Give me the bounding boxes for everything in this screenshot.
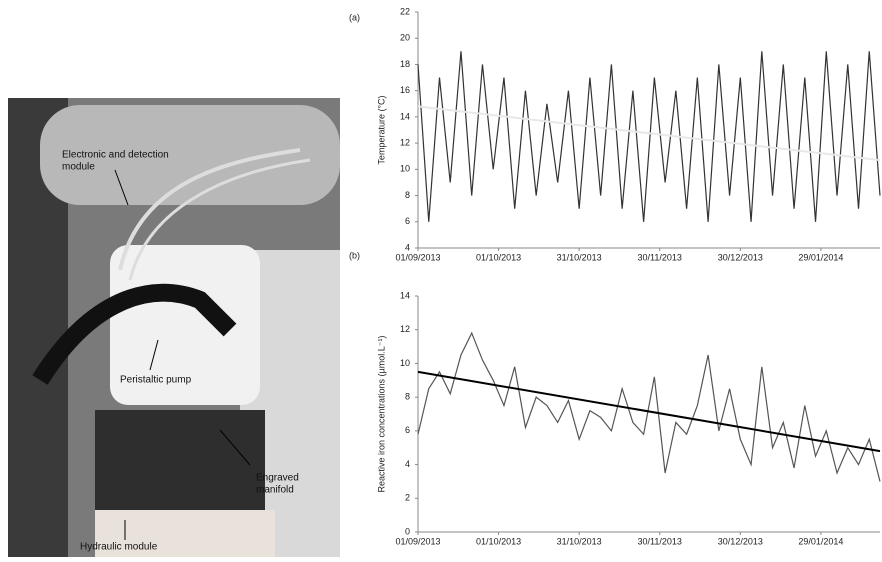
photo-pointer	[114, 169, 129, 206]
y-tick-label: 14	[400, 290, 410, 300]
y-tick-label: 0	[405, 526, 410, 536]
y-tick-label: 22	[400, 6, 410, 16]
photo-label: Hydraulic module	[80, 542, 158, 553]
x-tick-label: 29/01/2014	[798, 252, 843, 262]
trend-line	[417, 105, 881, 162]
panel-label: (b)	[349, 250, 360, 260]
x-tick-label: 01/09/2013	[395, 252, 440, 262]
x-tick-label: 30/11/2013	[638, 536, 682, 546]
y-tick-label: 18	[400, 59, 410, 69]
y-tick-label: 20	[400, 33, 410, 43]
photo-manifold	[95, 410, 265, 520]
data-line	[417, 51, 881, 222]
x-tick-label: 01/09/2013	[395, 536, 440, 546]
x-tick-label: 31/10/2013	[557, 252, 602, 262]
y-tick-label: 4	[405, 459, 410, 469]
x-tick-label: 01/10/2013	[476, 536, 521, 546]
x-tick-label: 01/10/2013	[476, 252, 521, 262]
photo-cable	[32, 283, 237, 385]
y-tick-label: 10	[400, 164, 410, 174]
y-tick-label: 14	[400, 111, 410, 121]
data-line	[417, 331, 881, 482]
y-tick-label: 16	[400, 85, 410, 95]
y-tick-label: 2	[405, 493, 410, 503]
trend-line	[417, 370, 881, 453]
photo-pointer	[219, 429, 251, 466]
y-tick-label: 8	[405, 392, 410, 402]
photo-tube	[118, 148, 301, 271]
y-tick-label: 6	[405, 216, 410, 226]
photo-label: module	[62, 162, 95, 173]
photo-pointer	[149, 339, 159, 371]
y-tick-label: 8	[405, 190, 410, 200]
photo-tube	[128, 158, 311, 281]
photo	[8, 98, 340, 557]
y-tick-label: 4	[405, 242, 410, 252]
photo-label: manifold	[256, 485, 294, 496]
photo-label: Peristaltic pump	[120, 375, 192, 386]
photo-label: Electronic and detection	[62, 150, 169, 161]
photo-cylinder	[40, 105, 340, 205]
photo-label: Engraved	[256, 473, 299, 484]
x-tick-label: 30/12/2013	[718, 252, 763, 262]
x-tick-label: 31/10/2013	[557, 536, 602, 546]
y-tick-label: 10	[400, 358, 410, 368]
x-tick-label: 30/11/2013	[638, 252, 682, 262]
y-tick-label: 12	[400, 137, 410, 147]
x-tick-label: 29/01/2014	[798, 536, 843, 546]
x-tick-label: 30/12/2013	[718, 536, 763, 546]
y-axis-title: Temperature (°C)	[376, 95, 386, 164]
y-tick-label: 6	[405, 425, 410, 435]
panel-label: (a)	[349, 12, 360, 22]
y-tick-label: 12	[400, 324, 410, 334]
y-axis-title: Reactive iron concentrations (µmol.L⁻¹)	[376, 336, 386, 493]
